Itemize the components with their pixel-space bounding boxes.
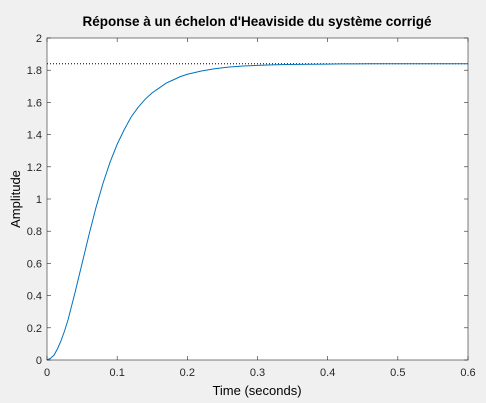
x-tick-label: 0.5	[390, 367, 405, 379]
y-tick-label: 0	[36, 355, 42, 367]
plot-area	[47, 38, 468, 360]
y-tick-label: 0.2	[27, 323, 42, 335]
y-tick-label: 1.8	[27, 65, 42, 77]
y-tick-label: 0.6	[27, 258, 42, 270]
x-tick-label: 0	[44, 367, 50, 379]
x-tick-label: 0.2	[180, 367, 195, 379]
x-axis-ticks: 0 0.1 0.2 0.3 0.4 0.5 0.6	[44, 38, 476, 379]
chart-title: Réponse à un échelon d'Heaviside du syst…	[82, 14, 432, 29]
x-axis-label: Time (seconds)	[212, 383, 301, 398]
y-tick-label: 0.4	[27, 291, 42, 303]
y-axis-label: Amplitude	[8, 170, 23, 228]
x-tick-label: 0.6	[460, 367, 475, 379]
y-tick-label: 1	[36, 194, 42, 206]
x-tick-label: 0.3	[250, 367, 265, 379]
y-tick-label: 1.6	[27, 97, 42, 109]
x-tick-label: 0.1	[110, 367, 125, 379]
series-line-response	[46, 63, 468, 361]
y-tick-label: 1.2	[27, 162, 42, 174]
y-tick-label: 1.4	[27, 130, 42, 142]
y-tick-label: 2	[36, 33, 42, 45]
y-tick-label: 0.8	[27, 226, 42, 238]
x-tick-label: 0.4	[320, 367, 335, 379]
y-axis-ticks: 0 0.2 0.4 0.6 0.8 1 1.2 1.4 1.6 1.8 2	[27, 33, 468, 367]
